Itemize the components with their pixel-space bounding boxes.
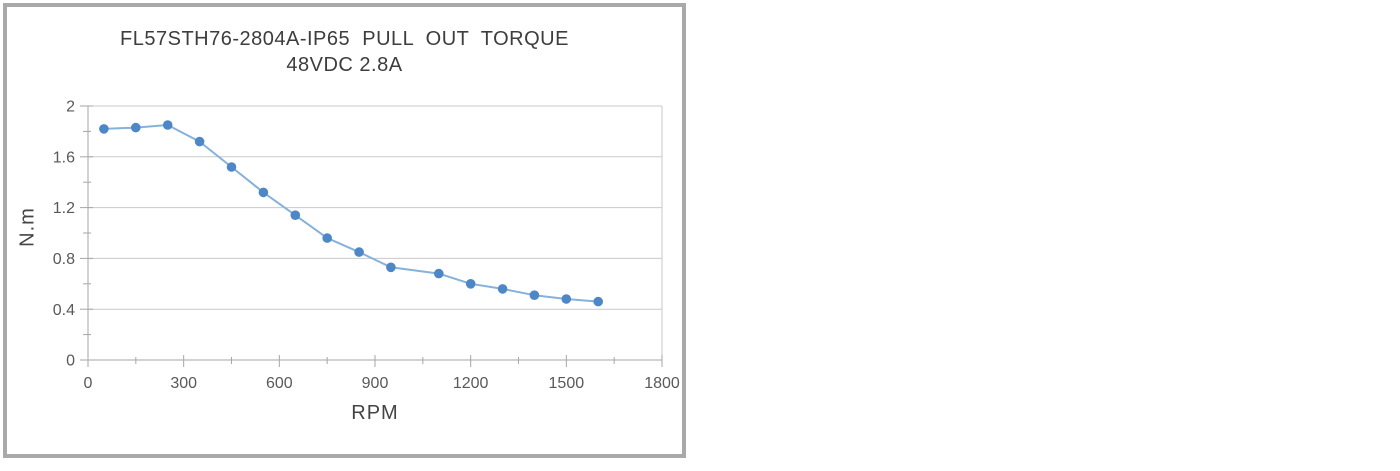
x-tick-label: 900 bbox=[362, 375, 389, 392]
y-axis-label: N.m bbox=[16, 207, 39, 247]
data-point-marker bbox=[226, 162, 237, 172]
x-tick-label: 1800 bbox=[644, 375, 680, 392]
data-point-marker bbox=[434, 268, 444, 279]
y-tick-label: 0 bbox=[66, 353, 75, 370]
data-point-marker bbox=[529, 290, 540, 301]
data-point-marker bbox=[162, 120, 173, 130]
x-tick-label: 600 bbox=[266, 375, 293, 392]
y-tick-label: 1.6 bbox=[53, 149, 75, 166]
data-point-marker bbox=[322, 233, 333, 243]
chart-title: FL57STH76-2804A-IP65 PULL OUT TORQUE 48V… bbox=[7, 26, 682, 78]
x-axis-label: RPM bbox=[351, 402, 399, 424]
data-point-marker bbox=[561, 294, 572, 304]
torque-curve-plot: 0 0.4 0.8 1.2 1.6 2 0 300 600 900 1200 1500 1800 bbox=[53, 99, 680, 392]
chart-title-line2: 48VDC 2.8A bbox=[286, 54, 403, 76]
data-point-marker bbox=[465, 279, 476, 289]
y-tick-label: 1.2 bbox=[53, 200, 75, 217]
y-tick-label: 2 bbox=[66, 99, 75, 116]
data-point-marker bbox=[497, 284, 508, 294]
y-tick-label: 0.8 bbox=[53, 251, 75, 268]
x-tick-label: 1500 bbox=[549, 375, 585, 392]
data-point-marker bbox=[290, 210, 301, 220]
data-point-marker bbox=[354, 247, 364, 257]
x-tick-label: 0 bbox=[84, 375, 93, 392]
chart-frame: FL57STH76-2804A-IP65 PULL OUT TORQUE 48V… bbox=[3, 3, 686, 458]
data-point-marker bbox=[131, 122, 141, 133]
series-line bbox=[103, 124, 599, 303]
data-point-marker bbox=[593, 296, 603, 307]
chart-title-line1: FL57STH76-2804A-IP65 PULL OUT TORQUE bbox=[120, 28, 569, 50]
data-point-marker bbox=[99, 124, 109, 134]
data-point-marker bbox=[386, 262, 396, 273]
data-point-marker bbox=[194, 136, 205, 147]
y-tick-label: 0.4 bbox=[53, 302, 75, 319]
x-tick-label: 300 bbox=[170, 375, 197, 392]
x-tick-label: 1200 bbox=[453, 375, 489, 392]
data-point-marker bbox=[258, 187, 269, 198]
